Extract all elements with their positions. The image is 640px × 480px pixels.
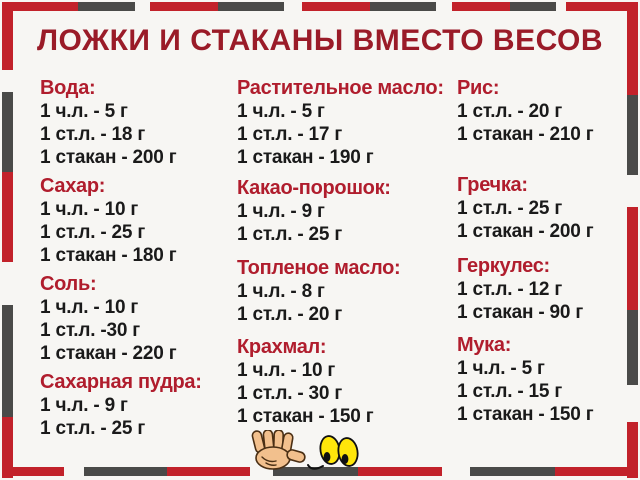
measurement-line: 1 стакан - 150 г (237, 406, 374, 427)
measurement-line: 1 ч.л. - 9 г (40, 395, 128, 416)
border-bar (2, 2, 78, 11)
measurement-line: 1 стакан - 180 г (40, 245, 177, 266)
hand-and-eyes-cartoon-icon (251, 430, 359, 470)
border-bar (273, 467, 358, 476)
ingredient-name: Сахарная пудра: (40, 371, 202, 393)
border-bar (78, 2, 135, 11)
border-bar (150, 2, 218, 11)
measurement-line: 1 ч.л. - 5 г (40, 101, 128, 122)
measurement-line: 1 стакан - 200 г (40, 147, 177, 168)
measurement-line: 1 ст.л. - 20 г (237, 304, 343, 325)
measurement-line: 1 ст.л. - 17 г (237, 124, 343, 145)
measurement-line: 1 ст.л. - 25 г (40, 222, 146, 243)
measurement-line: 1 ст.л. - 12 г (457, 279, 563, 300)
measurement-line: 1 ч.л. - 5 г (237, 101, 325, 122)
border-bar (452, 2, 510, 11)
measurement-line: 1 ст.л. - 18 г (40, 124, 146, 145)
measurement-line: 1 ч.л. - 8 г (237, 281, 325, 302)
border-bar (370, 2, 436, 11)
border-bar (566, 2, 638, 11)
measurement-line: 1 ст.л. - 25 г (40, 418, 146, 439)
border-bar (510, 2, 556, 11)
measurement-line: 1 ст.л. - 15 г (457, 381, 563, 402)
ingredient-name: Мука: (457, 334, 512, 356)
ingredient-name: Вода: (40, 77, 96, 99)
ingredient-name: Рис: (457, 77, 500, 99)
ingredient-name: Гречка: (457, 174, 528, 196)
measurement-line: 1 ч.л. - 10 г (237, 360, 336, 381)
border-bar (167, 467, 250, 476)
measurement-line: 1 стакан - 190 г (237, 147, 374, 168)
measurement-line: 1 ч.л. - 10 г (40, 199, 139, 220)
ingredient-name: Какао-порошок: (237, 177, 391, 199)
border-bar (627, 310, 638, 385)
ingredient-name: Соль: (40, 273, 97, 295)
border-bar (2, 172, 13, 262)
ingredient-name: Крахмал: (237, 336, 327, 358)
border-bar (302, 2, 370, 11)
ingredient-name: Топленое масло: (237, 257, 401, 279)
measurement-line: 1 стакан - 210 г (457, 124, 594, 145)
border-bar (2, 92, 13, 172)
measurement-line: 1 ст.л. - 25 г (457, 198, 563, 219)
measurement-line: 1 ч.л. - 9 г (237, 201, 325, 222)
measurement-line: 1 ст.л. -30 г (40, 320, 141, 341)
border-bar (470, 467, 555, 476)
border-bar (2, 467, 64, 476)
measurement-line: 1 ст.л. - 25 г (237, 224, 343, 245)
measurement-line: 1 стакан - 220 г (40, 343, 177, 364)
ingredient-name: Растительное масло: (237, 77, 444, 99)
measurement-line: 1 ст.л. - 20 г (457, 101, 563, 122)
ingredient-name: Сахар: (40, 175, 106, 197)
measurement-line: 1 стакан - 90 г (457, 302, 584, 323)
border-bar (555, 467, 638, 476)
measurement-line: 1 ч.л. - 5 г (457, 358, 545, 379)
border-bar (627, 2, 638, 95)
border-bar (2, 305, 13, 417)
measurement-line: 1 стакан - 200 г (457, 221, 594, 242)
page-title: ЛОЖКИ И СТАКАНЫ ВМЕСТО ВЕСОВ (37, 24, 603, 57)
border-bar (627, 207, 638, 310)
measurement-line: 1 стакан - 150 г (457, 404, 594, 425)
border-bar (84, 467, 167, 476)
border-bar (2, 2, 13, 70)
ingredient-name: Геркулес: (457, 255, 550, 277)
measurement-line: 1 ч.л. - 10 г (40, 297, 139, 318)
border-bar (218, 2, 284, 11)
border-bar (2, 417, 13, 478)
border-bar (358, 467, 442, 476)
measurement-line: 1 ст.л. - 30 г (237, 383, 343, 404)
border-bar (627, 95, 638, 175)
border-bar (627, 422, 638, 478)
